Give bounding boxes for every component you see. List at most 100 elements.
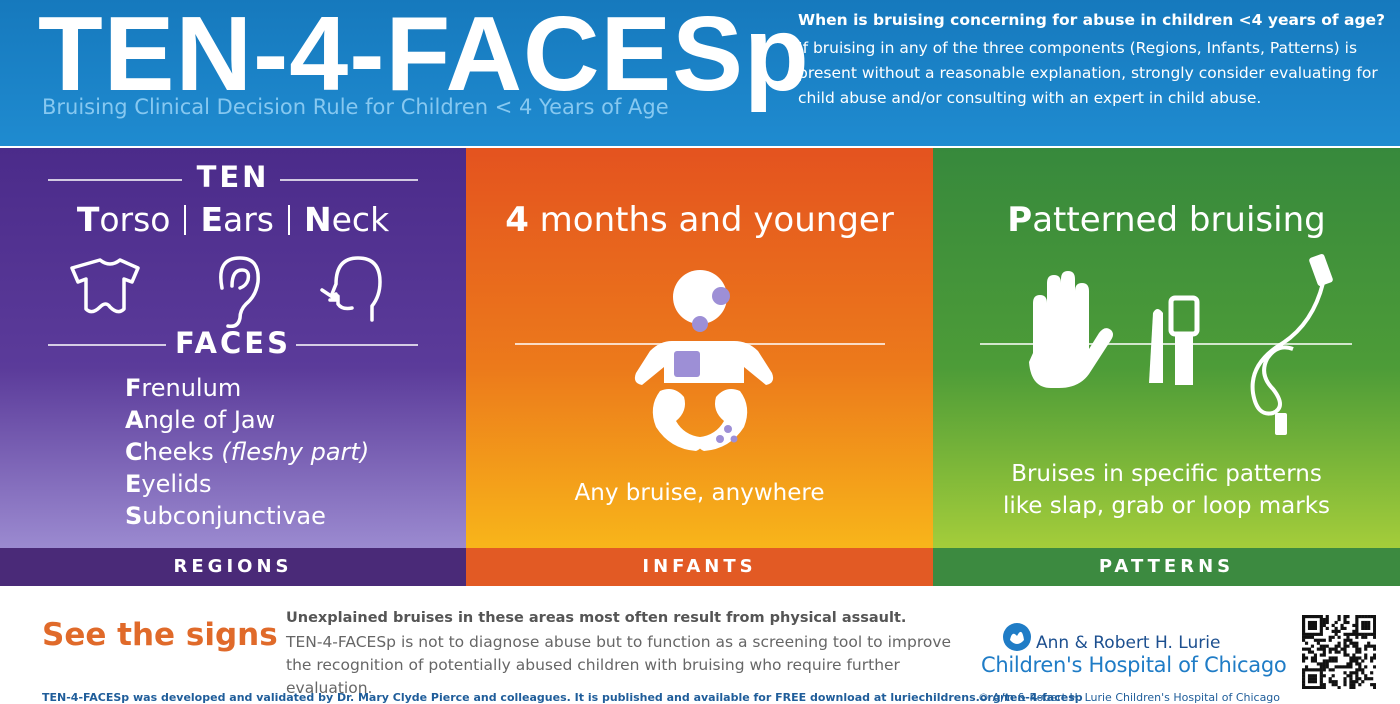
qr-module — [1322, 638, 1326, 642]
bruise — [692, 316, 708, 332]
qr-module — [1355, 680, 1359, 684]
patterns-label: PATTERNS — [933, 548, 1400, 586]
faces-list: Frenulum Angle of Jaw Cheeks (fleshy par… — [125, 372, 369, 532]
face-text: Frenulum — [125, 374, 242, 402]
qr-module — [1307, 626, 1312, 630]
heading-text: Patterned bruising — [1007, 200, 1326, 240]
qr-module — [1302, 635, 1306, 639]
qr-module — [1319, 638, 1323, 642]
qr-module — [1343, 683, 1347, 687]
logo-line2: Children's Hospital of Chicago — [981, 653, 1287, 677]
qr-module — [1352, 656, 1356, 660]
ear-icon — [219, 256, 260, 328]
logo-hands — [1010, 631, 1024, 644]
qr-module — [1331, 635, 1335, 639]
face-item: Eyelids — [125, 468, 369, 500]
logo-line1: Ann & Robert H. Lurie — [1036, 633, 1221, 653]
ear-icon-inner — [230, 268, 251, 290]
qr-module — [1310, 632, 1315, 636]
qr-module — [1373, 683, 1376, 687]
qr-module — [1367, 641, 1371, 645]
qr-module — [1310, 644, 1315, 648]
rule — [48, 179, 182, 181]
plug-icon — [1309, 254, 1333, 286]
qr-module — [1358, 656, 1362, 660]
qr-code — [1302, 615, 1376, 689]
qr-module — [1343, 615, 1347, 619]
qr-module — [1358, 615, 1362, 619]
qr-module — [1313, 620, 1317, 625]
qr-module — [1358, 662, 1362, 666]
qr-module — [1370, 615, 1374, 619]
qr-module — [1316, 686, 1320, 689]
qr-module — [1302, 647, 1306, 651]
qr-module — [1370, 677, 1374, 681]
qr-module — [1310, 686, 1315, 689]
ten-item: Torso — [76, 200, 171, 239]
qr-module — [1334, 626, 1338, 630]
callout: See the signs — [42, 617, 278, 653]
qr-module — [1367, 632, 1371, 636]
qr-module — [1307, 674, 1312, 678]
qr-module — [1310, 677, 1315, 681]
qr-module — [1325, 644, 1329, 648]
qr-module — [1337, 650, 1341, 654]
qr-module — [1349, 674, 1353, 678]
qr-module — [1325, 665, 1329, 669]
qr-module — [1346, 635, 1350, 639]
qr-module — [1355, 632, 1359, 636]
qr-module — [1313, 615, 1317, 619]
qr-module — [1334, 659, 1338, 663]
qr-module — [1346, 638, 1350, 642]
qr-module — [1331, 683, 1335, 687]
bruise — [724, 425, 732, 433]
qr-module — [1352, 641, 1356, 645]
qr-module — [1364, 632, 1368, 636]
qr-module — [1319, 629, 1323, 633]
qr-module — [1334, 644, 1338, 648]
qr-module — [1310, 674, 1315, 678]
qr-module — [1304, 641, 1309, 645]
qr-module — [1355, 626, 1359, 630]
qr-module — [1304, 635, 1309, 639]
qr-module — [1313, 674, 1317, 678]
qr-module — [1364, 615, 1368, 619]
qr-module — [1307, 620, 1312, 625]
qr-module — [1334, 680, 1338, 684]
qr-module — [1349, 662, 1353, 666]
qr-module — [1310, 656, 1315, 660]
qr-module — [1361, 632, 1365, 636]
qr-module — [1302, 659, 1306, 663]
qr-module — [1307, 647, 1312, 651]
qr-module — [1310, 620, 1315, 625]
qr-module — [1319, 671, 1323, 675]
qr-module — [1349, 683, 1353, 687]
qr-module — [1313, 632, 1317, 636]
qr-module — [1319, 662, 1323, 666]
qr-module — [1322, 674, 1326, 678]
qr-module — [1349, 659, 1353, 663]
qr-module — [1343, 671, 1347, 675]
bruise — [674, 351, 700, 377]
qr-module — [1302, 638, 1306, 642]
qr-module — [1302, 620, 1306, 625]
face-item: Cheeks (fleshy part) — [125, 436, 369, 468]
qr-module — [1346, 644, 1350, 648]
qr-module — [1346, 662, 1350, 666]
qr-module — [1313, 680, 1317, 684]
qr-module — [1346, 665, 1350, 669]
qr-module — [1319, 677, 1323, 681]
qr-module — [1358, 683, 1362, 687]
qr-module — [1346, 615, 1350, 619]
qr-module — [1370, 659, 1374, 663]
qr-module — [1358, 650, 1362, 654]
qr-module — [1322, 620, 1326, 625]
qr-module — [1373, 626, 1376, 630]
qr-module — [1361, 615, 1365, 619]
qr-module — [1307, 632, 1312, 636]
qr-module — [1316, 615, 1320, 619]
qr-module — [1325, 617, 1329, 622]
qr-module — [1352, 644, 1356, 648]
qr-module — [1364, 623, 1368, 628]
